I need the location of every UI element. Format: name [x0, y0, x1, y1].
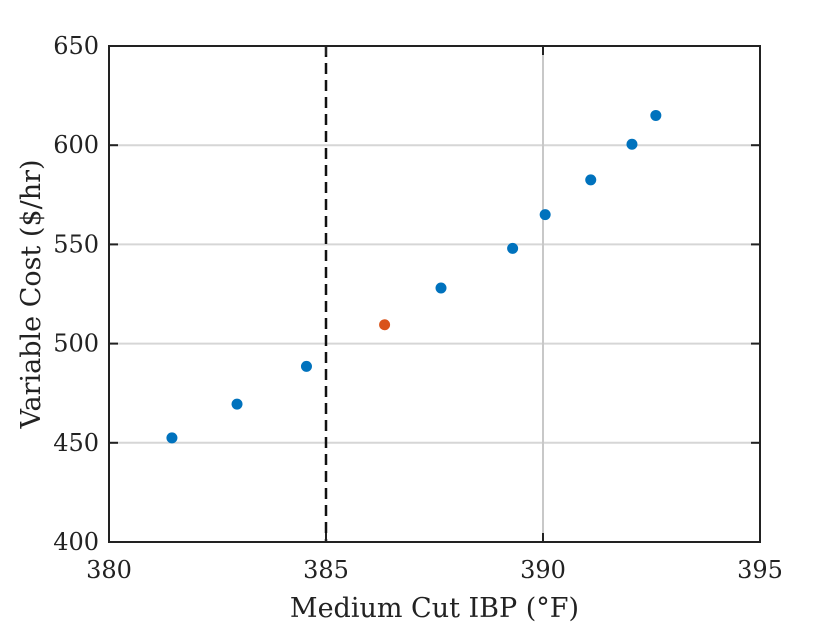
plot-frame: [108, 45, 761, 543]
y-tick-label-400: 400: [53, 528, 99, 556]
data-point-s0-2: [300, 360, 312, 372]
y-tick-labels: 400 450 500 550 600 650: [53, 32, 99, 556]
y-tick-label-550: 550: [53, 230, 99, 258]
data-point-s0-5: [539, 209, 551, 221]
data-point-s0-4: [507, 242, 519, 254]
x-tick-labels: 380 385 390 395: [86, 556, 783, 584]
data-point-s0-0: [166, 432, 178, 444]
y-axis-label: Variable Cost ($/hr): [16, 159, 47, 429]
y-tick-label-450: 450: [53, 429, 99, 457]
reference-lines: [324, 46, 544, 542]
grid-lines: [109, 144, 760, 444]
y-tick-label-500: 500: [53, 330, 99, 358]
tick-marks: [108, 45, 761, 543]
x-tick-label-385: 385: [303, 556, 349, 584]
x-axis-label: Medium Cut IBP (°F): [290, 593, 579, 624]
data-point-s0-7: [626, 138, 638, 150]
x-tick-label-390: 390: [520, 556, 566, 584]
data-points: [166, 109, 662, 444]
x-tick-label-380: 380: [86, 556, 132, 584]
data-point-s1-0: [379, 319, 391, 331]
data-point-s0-8: [650, 109, 662, 121]
data-point-s0-1: [231, 398, 243, 410]
y-tick-label-650: 650: [53, 32, 99, 60]
data-point-s0-6: [585, 174, 597, 186]
y-tick-label-600: 600: [53, 131, 99, 159]
data-point-s0-3: [435, 282, 447, 294]
x-tick-label-395: 395: [737, 556, 783, 584]
